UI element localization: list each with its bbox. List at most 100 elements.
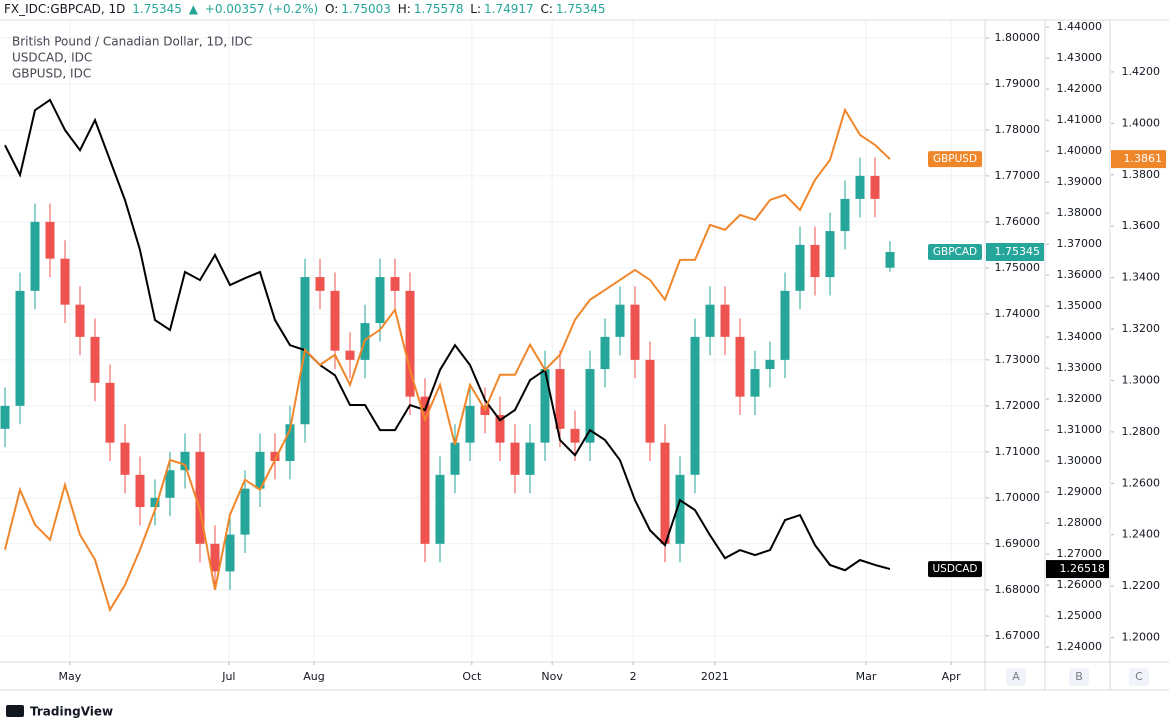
- candle-body: [165, 470, 175, 498]
- price-tag-value: 1.3861: [1124, 152, 1163, 165]
- y-tick-label: 1.3600: [1122, 219, 1161, 232]
- candle-body: [105, 382, 115, 443]
- candle-body: [810, 244, 820, 278]
- line-series: [4, 107, 891, 613]
- price-tag-name: GBPCAD: [933, 246, 977, 258]
- y-tick-label: 1.40000: [1057, 144, 1103, 157]
- candle-body: [180, 451, 190, 471]
- x-tick-label: Mar: [856, 670, 877, 683]
- candle-body: [0, 405, 10, 429]
- candle-body: [90, 336, 100, 383]
- legend-entry: GBPUSD, IDC: [12, 67, 91, 81]
- price-tag-name: USDCAD: [932, 563, 977, 575]
- candle-body: [570, 428, 580, 443]
- candle-body: [270, 451, 280, 462]
- ohlc-label: O:: [325, 2, 339, 16]
- y-tick-label: 1.25000: [1057, 609, 1103, 622]
- y-tick-label: 1.2800: [1122, 425, 1161, 438]
- candle-body: [645, 359, 655, 443]
- y-tick-label: 1.44000: [1057, 20, 1103, 33]
- ohlc-label: C:: [540, 2, 553, 16]
- ohlc-label: H:: [397, 2, 411, 16]
- legend-entry: British Pound / Canadian Dollar, 1D, IDC: [12, 35, 252, 49]
- candle-body: [540, 369, 550, 443]
- y-tick-label: 1.2400: [1122, 528, 1161, 541]
- y-tick-label: 1.79000: [995, 77, 1041, 90]
- y-tick-label: 1.41000: [1057, 113, 1103, 126]
- y-tick-label: 1.37000: [1057, 237, 1103, 250]
- y-tick-label: 1.3400: [1122, 271, 1161, 284]
- axis-button-label[interactable]: A: [1012, 670, 1020, 683]
- y-tick-label: 1.76000: [995, 215, 1041, 228]
- candle-body: [855, 175, 865, 199]
- candle-body: [600, 336, 610, 370]
- candle-body: [840, 198, 850, 232]
- plot: [0, 98, 895, 613]
- y-tick-label: 1.43000: [1057, 51, 1103, 64]
- candle-body: [495, 415, 505, 443]
- y-tick-label: 1.77000: [995, 169, 1041, 182]
- x-tick-label: May: [58, 670, 81, 683]
- ohlc-label: L:: [470, 2, 482, 16]
- y-tick-label: 1.71000: [995, 445, 1041, 458]
- candle-body: [615, 304, 625, 337]
- y-tick-label: 1.69000: [995, 537, 1041, 550]
- x-tick-label: Jul: [221, 670, 235, 683]
- candle-body: [510, 442, 520, 475]
- axis-button[interactable]: [1129, 668, 1149, 686]
- axis-button[interactable]: [1006, 668, 1026, 686]
- candle-body: [705, 304, 715, 337]
- candle-body: [885, 252, 895, 268]
- candle-body: [870, 175, 880, 199]
- symbol: FX_IDC:GBPCAD, 1D: [4, 2, 126, 16]
- y-tick-label: 1.74000: [995, 307, 1041, 320]
- candle-body: [120, 442, 130, 475]
- header: FX_IDC:GBPCAD, 1D 1.75345 ▲ +0.00357 (+0…: [4, 2, 609, 20]
- price-tag: [1046, 560, 1109, 579]
- price-tag-value: 1.26518: [1060, 562, 1106, 575]
- y-tick-label: 1.24000: [1057, 640, 1103, 653]
- y-tick-label: 1.80000: [995, 31, 1041, 44]
- line-series: [4, 98, 891, 572]
- x-tick-label: 2021: [701, 670, 729, 683]
- candle-body: [750, 369, 760, 397]
- y-tick-label: 1.42000: [1057, 82, 1103, 95]
- price-tag: [928, 561, 982, 578]
- y-tick-label: 1.2200: [1122, 579, 1161, 592]
- candle-body: [225, 534, 235, 572]
- axis-button[interactable]: [1069, 668, 1089, 686]
- candle-body: [525, 442, 535, 475]
- arrow: ▲: [188, 2, 198, 16]
- y-tick-label: 1.75000: [995, 261, 1041, 274]
- y-tick-label: 1.72000: [995, 399, 1041, 412]
- x-tick-label: Oct: [462, 670, 482, 683]
- axis-button-label[interactable]: B: [1075, 670, 1083, 683]
- candle-body: [240, 488, 250, 535]
- price-tag: [1111, 150, 1166, 169]
- x-tick-label: 2: [630, 670, 637, 683]
- candle-body: [375, 277, 385, 324]
- low-value: 1.74917: [484, 2, 534, 16]
- y-tick-label: 1.3800: [1122, 168, 1161, 181]
- candle-body: [795, 244, 805, 291]
- y-tick-label: 1.33000: [1057, 361, 1103, 374]
- y-tick-label: 1.4200: [1122, 65, 1161, 78]
- candle-body: [60, 258, 70, 305]
- grid: [0, 20, 985, 662]
- x-tick-label: Aug: [303, 670, 324, 683]
- y-tick-label: 1.70000: [995, 491, 1041, 504]
- candle-body: [420, 396, 430, 544]
- y-tick-label: 1.2600: [1122, 476, 1161, 489]
- brand: TradingView: [30, 705, 113, 719]
- axis-button-label[interactable]: C: [1135, 670, 1143, 683]
- candle-body: [630, 304, 640, 360]
- candle-body: [135, 474, 145, 508]
- candle-body: [735, 336, 745, 397]
- price-tag: [928, 151, 982, 168]
- change: +0.00357 (+0.2%): [204, 2, 319, 16]
- legend-entry: USDCAD, IDC: [12, 51, 92, 65]
- y-tick-label: 1.73000: [995, 353, 1041, 366]
- candle-body: [675, 474, 685, 544]
